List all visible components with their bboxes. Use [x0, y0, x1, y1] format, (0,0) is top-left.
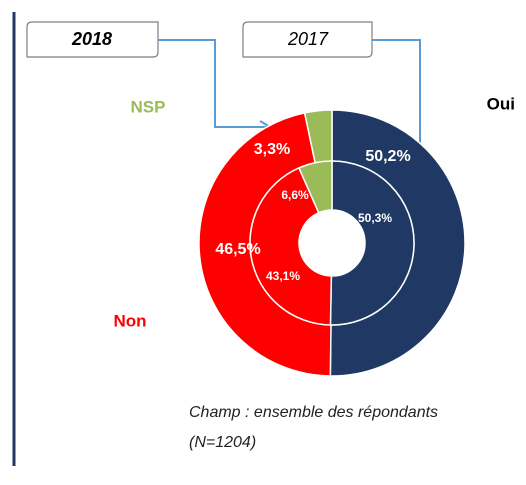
value-label: 46,5% [215, 241, 260, 258]
value-label: 6,6% [281, 188, 309, 202]
category-label: NSP [131, 97, 166, 116]
donut-segment [329, 160, 415, 326]
value-label: 50,3% [358, 211, 392, 225]
note: (N=1204) [189, 434, 256, 451]
value-label: 50,2% [365, 148, 410, 165]
value-label: 43,1% [266, 269, 300, 283]
note: Champ : ensemble des répondants [189, 404, 438, 421]
value-label: 3,3% [254, 141, 290, 158]
legend-box [242, 21, 373, 58]
legend-label: 2018 [71, 29, 112, 49]
donut-segment [249, 166, 333, 326]
category-label: Non [113, 311, 146, 330]
donut-segment [297, 160, 333, 214]
category-label: Oui [487, 94, 515, 113]
legend-box [26, 21, 159, 58]
arrow [158, 39, 268, 128]
legend-label: 2017 [287, 29, 329, 49]
